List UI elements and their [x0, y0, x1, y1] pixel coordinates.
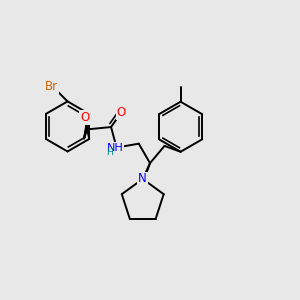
Text: NH: NH [107, 142, 124, 153]
Text: H: H [106, 148, 114, 158]
Text: N: N [138, 172, 147, 185]
Text: O: O [116, 106, 126, 119]
Text: Br: Br [45, 80, 58, 93]
Text: O: O [80, 111, 89, 124]
